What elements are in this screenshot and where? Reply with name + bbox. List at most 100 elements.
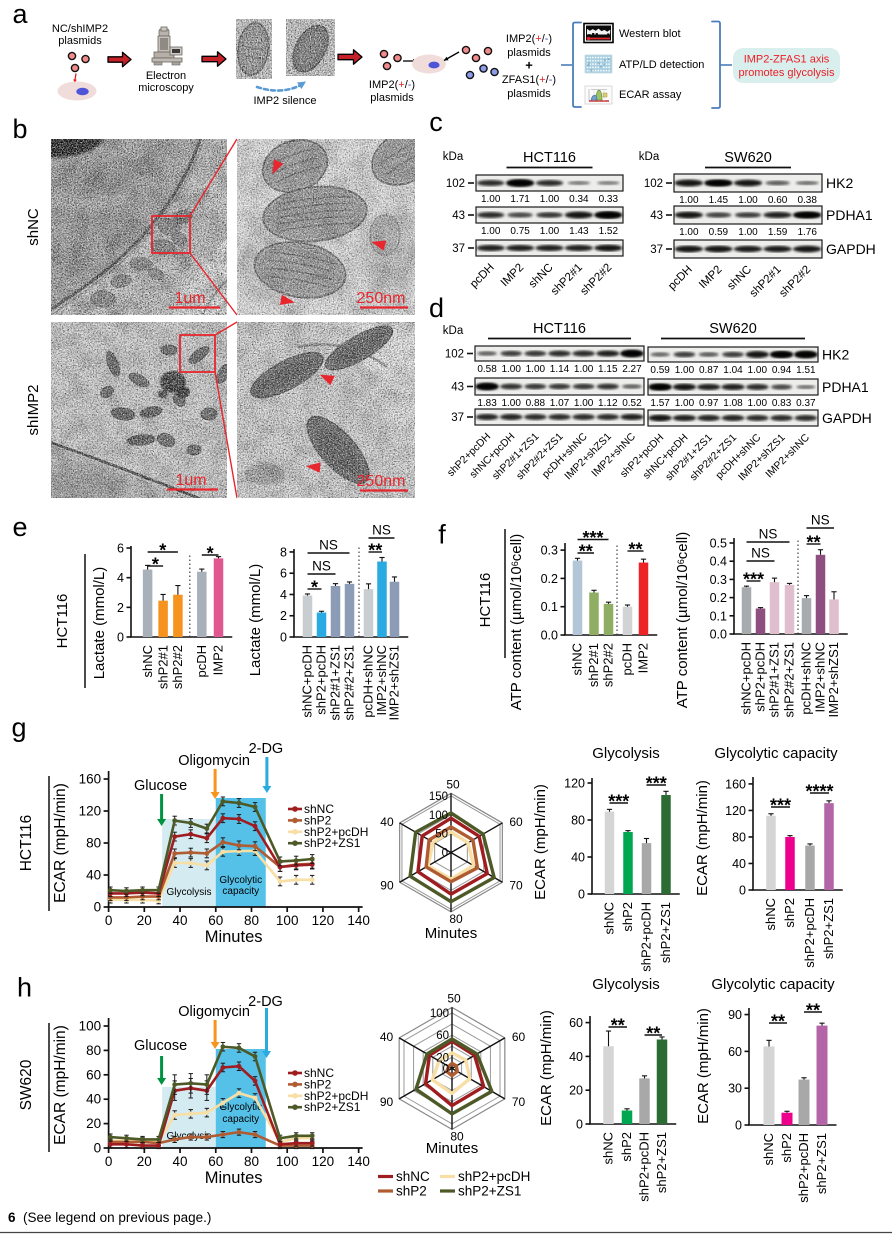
svg-text:4: 4	[280, 588, 287, 602]
svg-text:80: 80	[449, 912, 463, 926]
svg-text:shP2+pcDH: shP2+pcDH	[314, 645, 329, 715]
svg-text:pcDH: pcDH	[194, 645, 209, 678]
svg-text:d: d	[429, 293, 444, 323]
svg-text:plasmids: plasmids	[507, 88, 551, 100]
svg-text:90: 90	[380, 878, 394, 892]
svg-text:PDHA1: PDHA1	[822, 379, 869, 395]
svg-text:1.00: 1.00	[675, 365, 695, 376]
svg-text:HCT116: HCT116	[477, 573, 494, 628]
svg-text:Glycolysis: Glycolysis	[166, 887, 211, 898]
svg-text:80: 80	[732, 830, 746, 844]
svg-text:1.08: 1.08	[723, 398, 743, 409]
svg-text:shP2+pcDH: shP2+pcDH	[637, 1132, 652, 1202]
svg-text:shP2+ZS1: shP2+ZS1	[458, 1184, 521, 1199]
svg-text:1.00: 1.00	[574, 364, 594, 375]
svg-text:IMP2: IMP2	[211, 645, 226, 675]
svg-text:1.04: 1.04	[723, 365, 743, 376]
svg-text:*: *	[159, 541, 166, 561]
svg-text:ZFAS1(+/-): ZFAS1(+/-)	[502, 74, 556, 86]
svg-text:1.00: 1.00	[501, 398, 521, 409]
svg-text:20: 20	[569, 1084, 583, 1098]
svg-text:60: 60	[436, 1030, 449, 1042]
svg-text:shP2+ZS1: shP2+ZS1	[658, 902, 673, 963]
svg-text:HCT116: HCT116	[18, 815, 35, 872]
svg-text:1.00: 1.00	[748, 365, 768, 376]
svg-text:plasmids: plasmids	[507, 47, 551, 59]
svg-text:kDa: kDa	[443, 325, 464, 337]
svg-text:NS: NS	[372, 523, 391, 538]
svg-text:50: 50	[435, 829, 448, 841]
svg-text:8: 8	[280, 545, 287, 559]
svg-text:40: 40	[173, 913, 188, 928]
svg-text:140: 140	[347, 1154, 370, 1169]
svg-text:*: *	[311, 578, 318, 598]
svg-text:6 (See legend on previous pag: 6 (See legend on previous page.)	[8, 1210, 211, 1225]
svg-text:IMP2+shZS1: IMP2+shZS1	[387, 645, 402, 721]
svg-text:1.00: 1.00	[679, 195, 699, 206]
svg-text:0.58: 0.58	[477, 364, 497, 375]
svg-text:250nm: 250nm	[357, 473, 406, 490]
svg-text:0.1: 0.1	[541, 600, 558, 614]
svg-text:shP2: shP2	[620, 902, 635, 932]
svg-text:NS: NS	[751, 546, 770, 561]
svg-text:NS: NS	[312, 559, 331, 574]
svg-text:1.00: 1.00	[540, 194, 560, 205]
svg-text:Glycolysis: Glycolysis	[592, 745, 660, 762]
svg-text:40: 40	[732, 857, 746, 871]
svg-text:***: ***	[646, 774, 667, 794]
svg-text:ECAR (mpH/min): ECAR (mpH/min)	[532, 784, 549, 900]
svg-text:2-DG: 2-DG	[249, 741, 284, 757]
svg-text:0.33: 0.33	[599, 194, 619, 205]
svg-text:20: 20	[436, 1052, 449, 1064]
svg-text:Glycolysis: Glycolysis	[592, 976, 660, 993]
svg-text:Lactate (mmol/L): Lactate (mmol/L)	[91, 567, 108, 680]
svg-text:160: 160	[79, 772, 102, 787]
svg-text:HK2: HK2	[826, 175, 853, 191]
svg-text:1.00: 1.00	[738, 227, 758, 238]
svg-text:shP2#1: shP2#1	[155, 645, 170, 689]
svg-text:0: 0	[739, 884, 746, 898]
svg-text:60: 60	[86, 1067, 101, 1082]
svg-text:+: +	[525, 58, 533, 73]
svg-text:shP2+ZS1: shP2+ZS1	[821, 898, 836, 959]
svg-text:0: 0	[117, 631, 124, 645]
svg-text:GAPDH: GAPDH	[826, 241, 876, 257]
svg-text:pcDH+shNC: pcDH+shNC	[361, 645, 376, 718]
svg-text:120: 120	[725, 804, 746, 818]
svg-text:kDa: kDa	[639, 151, 660, 163]
svg-text:h: h	[17, 973, 32, 1003]
svg-text:0.59: 0.59	[650, 365, 670, 376]
svg-text:IMP2: IMP2	[636, 643, 651, 673]
svg-text:0: 0	[105, 1154, 113, 1169]
svg-text:**: **	[771, 1012, 785, 1032]
svg-text:Glycolytic: Glycolytic	[219, 875, 262, 886]
svg-text:Electron: Electron	[146, 70, 186, 82]
svg-text:40: 40	[569, 1050, 583, 1064]
svg-text:60: 60	[509, 815, 523, 829]
svg-text:kDa: kDa	[443, 151, 464, 163]
svg-text:0.38: 0.38	[797, 195, 817, 206]
svg-text:***: ***	[608, 792, 629, 812]
svg-text:160: 160	[725, 777, 746, 791]
svg-text:20: 20	[137, 913, 152, 928]
svg-text:ATP content (µmol/106cell): ATP content (µmol/106cell)	[508, 534, 525, 711]
svg-text:40: 40	[86, 868, 101, 883]
svg-text:plasmids: plasmids	[370, 92, 414, 104]
svg-text:0.0: 0.0	[541, 629, 558, 643]
svg-text:60: 60	[569, 1016, 583, 1030]
svg-text:Glycolytic capacity: Glycolytic capacity	[714, 745, 838, 762]
svg-text:120: 120	[312, 1154, 335, 1169]
svg-text:shNC: shNC	[602, 902, 617, 935]
svg-text:plasmids: plasmids	[58, 35, 102, 47]
svg-text:shP2+ZS1: shP2+ZS1	[304, 1100, 361, 1114]
svg-text:e: e	[12, 512, 27, 542]
svg-text:120: 120	[564, 777, 585, 791]
svg-text:0: 0	[94, 1141, 102, 1156]
svg-text:1.83: 1.83	[477, 398, 497, 409]
svg-text:shP2#2: shP2#2	[170, 645, 185, 689]
svg-text:1.43: 1.43	[569, 226, 589, 237]
svg-text:1.71: 1.71	[510, 194, 530, 205]
svg-text:SW620: SW620	[18, 1059, 35, 1110]
svg-text:shP2#2: shP2#2	[601, 643, 616, 687]
svg-text:**: **	[368, 541, 382, 561]
